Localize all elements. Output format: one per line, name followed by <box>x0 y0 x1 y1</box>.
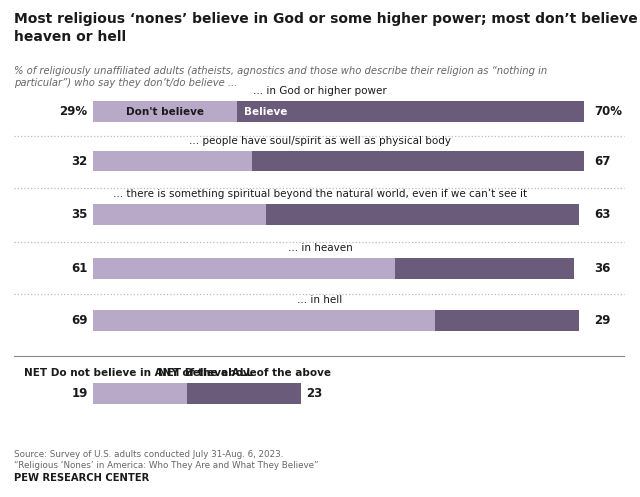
Text: NET Do not believe in ANY of the above: NET Do not believe in ANY of the above <box>24 368 256 378</box>
Text: ... people have soul/spirit as well as physical body: ... people have soul/spirit as well as p… <box>189 136 451 146</box>
Text: 32: 32 <box>72 155 88 167</box>
Text: “Religious ‘Nones’ in America: Who They Are and What They Believe”: “Religious ‘Nones’ in America: Who They … <box>14 461 319 470</box>
Text: 29: 29 <box>594 314 611 327</box>
Text: Source: Survey of U.S. adults conducted July 31-Aug. 6, 2023.: Source: Survey of U.S. adults conducted … <box>14 450 284 459</box>
Text: ... in hell: ... in hell <box>298 295 342 305</box>
Text: 67: 67 <box>594 155 611 167</box>
Text: Don't believe: Don't believe <box>125 107 204 117</box>
Text: PEW RESEARCH CENTER: PEW RESEARCH CENTER <box>14 473 149 483</box>
Text: 36: 36 <box>594 262 611 275</box>
Text: NET Believe ALL of the above: NET Believe ALL of the above <box>157 368 331 378</box>
Text: ... there is something spiritual beyond the natural world, even if we can’t see : ... there is something spiritual beyond … <box>113 189 527 199</box>
Text: 29%: 29% <box>60 105 88 118</box>
Text: Believe: Believe <box>244 107 288 117</box>
Text: 69: 69 <box>71 314 88 327</box>
Text: 63: 63 <box>594 208 611 221</box>
Text: 70%: 70% <box>594 105 622 118</box>
Text: 23: 23 <box>307 387 323 400</box>
Text: ... in God or higher power: ... in God or higher power <box>253 86 387 96</box>
Text: 35: 35 <box>71 208 88 221</box>
Text: % of religiously unaffiliated adults (atheists, agnostics and those who describe: % of religiously unaffiliated adults (at… <box>14 66 547 88</box>
Text: ... in heaven: ... in heaven <box>287 243 353 253</box>
Text: Most religious ‘nones’ believe in God or some higher power; most don’t believe i: Most religious ‘nones’ believe in God or… <box>14 12 640 44</box>
Text: 61: 61 <box>71 262 88 275</box>
Text: 19: 19 <box>71 387 88 400</box>
